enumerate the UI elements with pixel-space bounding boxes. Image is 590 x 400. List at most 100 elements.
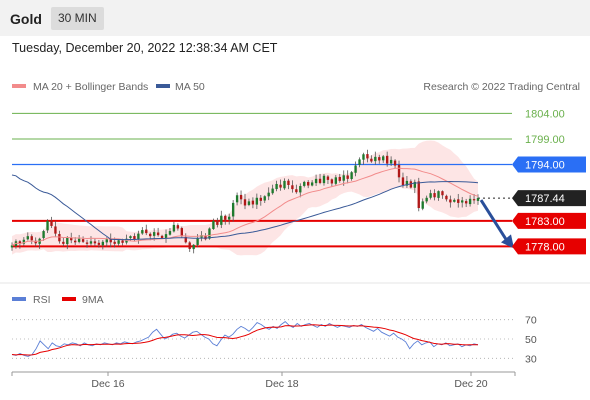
candle-body <box>275 183 278 190</box>
candle <box>307 180 310 189</box>
candle-body <box>378 157 381 161</box>
candle-body <box>366 154 369 159</box>
price-legend: MA 20 + Bollinger Bands MA 50 <box>12 81 205 93</box>
rsi-line <box>11 321 479 357</box>
candle <box>231 200 235 222</box>
candle-body <box>85 242 89 244</box>
candle <box>354 161 357 177</box>
level-tag-shape <box>512 156 586 173</box>
candle-body <box>393 160 397 166</box>
candle-body <box>109 238 112 243</box>
candle-body <box>283 180 286 189</box>
candle-body <box>476 198 480 201</box>
candle-body <box>101 241 105 246</box>
candle-body <box>160 235 164 239</box>
candle <box>385 151 389 167</box>
candle-body <box>176 225 180 229</box>
candle <box>145 224 148 236</box>
candle <box>156 227 160 237</box>
candle <box>164 229 168 243</box>
candle-body <box>385 155 389 164</box>
candle-body <box>417 181 420 209</box>
candle <box>374 151 377 165</box>
rsi-legend-swatch <box>12 297 26 301</box>
candle <box>46 219 49 234</box>
level-label-1783.00: 1783.00 <box>525 216 565 228</box>
candle-body <box>429 193 432 198</box>
candle-body <box>461 200 464 203</box>
candlesticks <box>10 149 480 254</box>
candle-body <box>437 191 440 198</box>
candle-body <box>405 180 409 186</box>
candle <box>453 198 456 203</box>
candle <box>338 173 341 183</box>
candle-body <box>239 194 243 200</box>
candle <box>468 195 472 207</box>
candle-body <box>224 215 227 220</box>
level-tag-1794.00: 1794.00 <box>512 156 586 173</box>
source-label: Research © 2022 Trading Central <box>423 81 580 93</box>
candle <box>109 233 112 248</box>
candle-body <box>172 224 176 232</box>
candle <box>224 214 227 225</box>
candle <box>176 223 180 231</box>
moving-averages <box>11 167 479 246</box>
candle <box>441 190 444 199</box>
candle-body <box>330 179 334 184</box>
candle <box>291 180 294 193</box>
candle <box>243 193 247 210</box>
candle-body <box>255 197 259 205</box>
x-tick-label-Dec-16: Dec 16 <box>91 378 124 390</box>
candle-body <box>42 231 45 239</box>
candle-body <box>180 228 183 237</box>
candle <box>239 190 243 205</box>
candle-body <box>196 238 199 245</box>
level-label-1778.00: 1778.00 <box>525 241 565 253</box>
level-tag-1787.44: 1787.44 <box>512 190 586 207</box>
candle <box>137 230 140 244</box>
candle-body <box>30 236 33 241</box>
candle <box>283 178 286 190</box>
candle <box>81 236 85 243</box>
rsi-ma-legend-swatch <box>62 297 76 301</box>
candle <box>235 192 239 206</box>
candle-body <box>204 235 207 240</box>
candle-body <box>342 175 345 181</box>
candle-body <box>334 177 338 184</box>
rsi-ma-line <box>11 324 478 356</box>
price-level-labels: 1804.00 1799.00 1794.00 1787.44 1783.00 1778.… <box>512 108 586 255</box>
ma50-legend-swatch <box>156 84 170 88</box>
x-tick-label-Dec-18: Dec 18 <box>265 378 298 390</box>
candle <box>445 194 448 202</box>
x-tick-label-Dec-20: Dec 20 <box>454 378 487 390</box>
candle <box>330 178 334 187</box>
candle <box>62 237 65 247</box>
candle <box>259 194 262 206</box>
projection-arrow-shaft <box>479 199 510 244</box>
chart-datetime: Tuesday, December 20, 2022 12:38:34 AM C… <box>12 41 278 55</box>
candle-body <box>133 236 136 240</box>
rsi-lines <box>11 321 479 357</box>
top-bar: Gold 30 MIN <box>0 0 590 36</box>
candle-body <box>425 197 428 202</box>
candle-body <box>188 242 191 249</box>
interval-button[interactable]: 30 MIN <box>51 7 104 30</box>
rsi-ma-legend-label: 9MA <box>82 294 104 306</box>
candle-body <box>58 234 61 242</box>
candle <box>449 195 452 208</box>
candle <box>326 175 330 185</box>
candle-body <box>472 199 476 201</box>
candle-body <box>97 242 101 245</box>
candle-body <box>70 237 73 241</box>
candle <box>314 174 318 186</box>
candle-body <box>433 193 436 198</box>
candle-body <box>267 192 270 197</box>
candle <box>184 233 187 244</box>
candle-body <box>259 197 262 201</box>
candle-body <box>18 241 22 244</box>
x-axis-ticks: Dec 16 Dec 18 Dec 20 <box>11 372 516 390</box>
candle <box>378 154 381 164</box>
candle-body <box>22 239 26 244</box>
candle <box>101 239 105 250</box>
candle-body <box>397 164 401 178</box>
